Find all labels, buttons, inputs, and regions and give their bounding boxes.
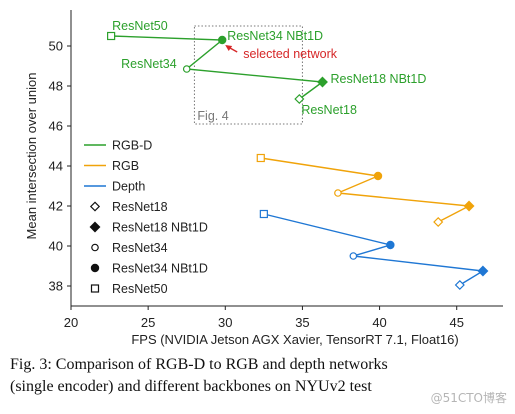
data-point <box>463 200 475 212</box>
data-point <box>349 252 358 260</box>
data-point <box>217 35 227 45</box>
figure-caption: Fig. 3: Comparison of RGB-D to RGB and d… <box>10 354 508 398</box>
data-point <box>433 216 444 228</box>
fig4-zoom-box <box>193 25 303 125</box>
legend-marker-swatch <box>89 201 101 212</box>
x-tick-label: 30 <box>218 315 232 330</box>
x-axis-label: FPS (NVIDIA Jetson AGX Xavier, TensorRT … <box>131 332 458 347</box>
y-tick-label: 46 <box>49 119 63 134</box>
data-point <box>334 189 342 197</box>
legend-label: ResNet34 NBt1D <box>112 262 208 276</box>
x-tick-label: 25 <box>141 315 155 330</box>
legend-marker-swatch <box>90 284 100 293</box>
x-tick-label: 35 <box>295 315 309 330</box>
legend-marker-swatch <box>90 263 100 273</box>
data-point <box>107 31 116 41</box>
caption-line-1: Fig. 3: Comparison of RGB-D to RGB and d… <box>10 356 388 373</box>
legend-marker-swatch <box>91 243 99 252</box>
legend-label: ResNet18 NBt1D <box>112 221 208 235</box>
selected-arrow-head <box>225 45 233 51</box>
series-line <box>263 213 486 286</box>
data-point <box>182 65 191 73</box>
y-tick-label: 38 <box>49 279 63 294</box>
watermark: @51CTO博客 <box>430 391 507 405</box>
data-point <box>454 279 465 291</box>
y-tick-label: 44 <box>49 159 63 174</box>
legend-label: RGB-D <box>112 139 152 153</box>
y-tick-label: 42 <box>49 199 63 214</box>
y-axis-label: Mean intersection over union <box>24 73 39 240</box>
y-tick-label: 48 <box>49 79 63 94</box>
data-point <box>256 153 265 163</box>
x-tick-label: 45 <box>449 315 463 330</box>
data-point <box>386 240 395 250</box>
data-point <box>317 76 328 88</box>
y-tick-label: 40 <box>49 239 63 254</box>
legend-label: RGB <box>112 159 139 173</box>
series-line <box>260 157 472 223</box>
chart: 20 25 30 35 40 45 38 40 42 44 46 48 50 FPS (NVIDIA Je… <box>24 10 503 347</box>
selected-network-label: selected network <box>243 47 338 61</box>
point-label: ResNet34 <box>121 57 177 71</box>
data-point <box>294 93 305 105</box>
point-label: ResNet50 <box>112 19 168 33</box>
legend-label: ResNet50 <box>112 282 168 296</box>
fig4-label: Fig. 4 <box>197 109 228 123</box>
point-label: ResNet34 NBt1D <box>227 29 323 43</box>
point-label: ResNet18 NBt1D <box>330 72 426 86</box>
x-tick-label: 40 <box>372 315 386 330</box>
point-label: ResNet18 <box>301 103 357 117</box>
legend-label: ResNet34 <box>112 241 168 255</box>
data-point <box>477 265 489 277</box>
legend-label: ResNet18 <box>112 200 168 214</box>
data-point <box>259 209 268 219</box>
caption-line-2: (single encoder) and different backbones… <box>10 378 372 395</box>
y-tick-label: 50 <box>49 39 63 54</box>
x-tick-label: 20 <box>64 315 78 330</box>
legend-label: Depth <box>112 180 145 194</box>
legend-marker-swatch <box>89 221 101 233</box>
data-point <box>373 171 383 181</box>
